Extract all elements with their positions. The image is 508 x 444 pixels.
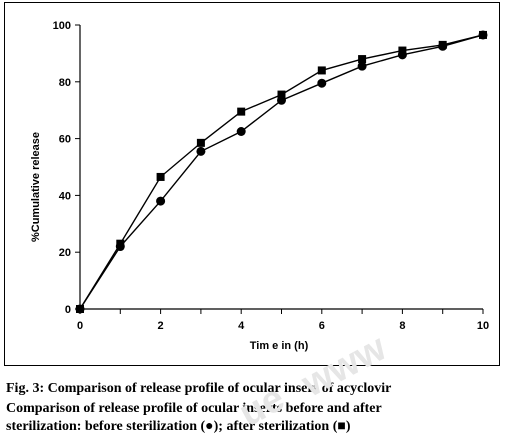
y-tick-label: 80 xyxy=(59,77,71,89)
data-point-square xyxy=(277,90,286,99)
figure-caption-title: Fig. 3: Comparison of release profile of… xyxy=(6,381,392,396)
series-line-circle xyxy=(79,34,484,310)
data-point-square xyxy=(398,46,407,55)
data-point-square xyxy=(358,55,367,64)
data-point-circle xyxy=(357,61,367,71)
series-line-square xyxy=(79,34,484,310)
data-point-circle xyxy=(236,127,246,136)
y-tick-label: 60 xyxy=(59,134,71,146)
series-lines xyxy=(79,34,484,310)
x-tick-label: 2 xyxy=(158,320,164,332)
data-point-square xyxy=(196,138,205,147)
y-tick-label: 100 xyxy=(53,20,71,32)
series-markers xyxy=(75,30,488,314)
data-point-square xyxy=(156,172,165,181)
chart-frame: 0 20 40 60 80 100 0 2 4 6 8 10 %Cumulative release … xyxy=(4,2,500,366)
data-point-square xyxy=(76,305,84,313)
y-tick-label: 20 xyxy=(59,247,71,259)
data-point-circle xyxy=(317,78,327,88)
y-axis-label: %Cumulative release xyxy=(30,132,42,242)
data-point-square xyxy=(116,239,125,248)
y-tick-label: 0 xyxy=(65,304,71,316)
data-point-square xyxy=(237,107,246,116)
x-tick-label: 8 xyxy=(399,320,405,332)
data-point-circle xyxy=(156,196,166,206)
x-tick-label: 6 xyxy=(319,320,325,332)
data-point-square xyxy=(479,30,487,39)
x-axis-label: Tim e in (h) xyxy=(250,340,309,352)
x-tick-label: 4 xyxy=(238,320,245,332)
x-tick-label: 10 xyxy=(477,320,489,332)
figure-caption-line-3: sterilization: before sterilization (●);… xyxy=(6,419,351,434)
y-tick-label: 40 xyxy=(59,190,71,202)
data-point-square xyxy=(438,40,447,49)
x-tick-label: 0 xyxy=(77,320,83,332)
data-point-circle xyxy=(196,146,206,156)
data-point-square xyxy=(317,66,326,75)
figure-caption-line-2: Comparison of release profile of ocular … xyxy=(6,401,382,416)
axes: 0 20 40 60 80 100 0 2 4 6 8 10 xyxy=(53,20,489,332)
